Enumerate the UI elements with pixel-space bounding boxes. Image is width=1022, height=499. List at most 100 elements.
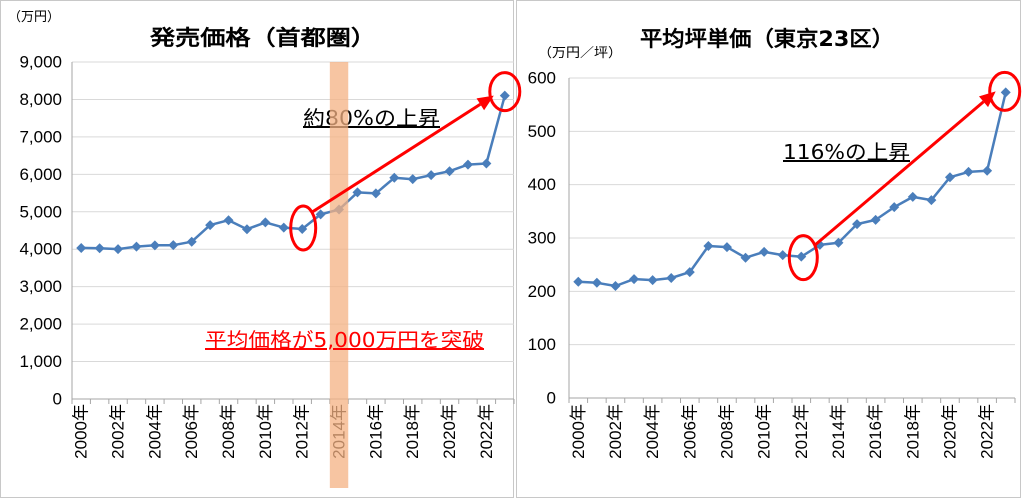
data-point-marker: [205, 220, 216, 231]
x-axis-labels: 2000年2002年2004年2006年2008年2010年2012年2014年…: [72, 404, 496, 459]
x-tick-label: 2022年: [477, 404, 496, 459]
data-point-marker: [481, 158, 492, 169]
y-unit-label: （万円／坪）: [538, 46, 622, 61]
data-point-marker: [684, 267, 695, 278]
x-tick-label: 2004年: [145, 404, 164, 459]
x-tick-label: 2006年: [680, 404, 699, 459]
growth-arrow-shaft: [311, 103, 482, 214]
data-point-marker: [907, 191, 918, 202]
data-point-marker: [278, 222, 289, 233]
x-tick-label: 2002年: [606, 404, 625, 459]
growth-annotation: 116%の上昇: [783, 140, 910, 164]
growth-arrow-shaft: [813, 100, 985, 247]
data-point-marker: [963, 166, 974, 177]
x-tick-label: 2022年: [978, 404, 997, 459]
x-tick-label: 2012年: [293, 404, 312, 459]
growth-markers: [787, 70, 1022, 282]
x-tick-label: 2002年: [109, 404, 128, 459]
data-point-marker: [94, 243, 105, 254]
data-point-marker: [796, 251, 807, 262]
data-point-marker: [370, 188, 381, 199]
gridlines: [569, 77, 1015, 399]
data-point-marker: [610, 281, 621, 291]
data-point-marker: [149, 240, 160, 251]
y-tick-label: 3,000: [19, 277, 62, 296]
x-tick-label: 2000年: [569, 404, 588, 459]
y-tick-label: 500: [528, 122, 556, 141]
y-tick-label: 5,000: [19, 202, 62, 221]
x-tick-label: 2006年: [182, 404, 201, 459]
y-tick-label: 400: [528, 175, 556, 194]
highlight-circle: [289, 204, 318, 252]
x-tick-label: 2012年: [792, 404, 811, 459]
data-point-marker: [703, 241, 714, 251]
x-tick-label: 2016年: [866, 404, 885, 459]
x-axis-labels: 2000年 2002年 2004年 2006年 2008年 2010年 2012年 2014年…: [569, 404, 997, 459]
data-point-marker: [389, 172, 400, 183]
data-point-marker: [889, 202, 900, 213]
data-point-marker: [297, 224, 308, 235]
data-point-marker: [647, 275, 658, 286]
data-point-marker: [260, 217, 271, 228]
x-tick-label: 2020年: [440, 404, 459, 459]
data-point-marker: [499, 90, 510, 101]
y-tick-label: 200: [528, 282, 556, 301]
data-point-marker: [852, 219, 863, 230]
data-point-marker: [113, 244, 124, 255]
data-point-marker: [1000, 87, 1011, 98]
milestone-note: 平均価格が5,000万円を突破: [205, 328, 484, 352]
y-tick-label: 8,000: [19, 90, 62, 109]
series-line: [578, 92, 1007, 288]
data-point-marker: [168, 240, 179, 251]
data-point-marker: [462, 159, 473, 170]
data-point-marker: [444, 166, 455, 177]
chart-title: 平均坪単価（東京23区）: [640, 27, 894, 51]
data-point-marker: [241, 224, 252, 235]
unit-price-chart: （万円／坪） 平均坪単価（東京23区） 0100200300400500600 …: [528, 27, 1022, 459]
y-tick-label: 1,000: [19, 352, 62, 371]
y-tick-label: 6,000: [19, 165, 62, 184]
chart-title: 発売価格（首都圏）: [149, 26, 376, 50]
gridlines: [72, 61, 514, 400]
data-point-marker: [944, 172, 955, 183]
highlight-circle: [988, 70, 1022, 112]
data-point-marker: [131, 241, 142, 252]
series-line: [81, 95, 507, 251]
data-point-marker: [759, 246, 770, 257]
highlight-circle: [488, 71, 522, 113]
x-tick-label: 2010年: [256, 404, 275, 459]
data-point-marker: [926, 195, 937, 206]
x-tick-label: 2014年: [829, 404, 848, 459]
growth-arrow-head: [978, 91, 996, 108]
data-point-marker: [591, 277, 602, 288]
data-point-marker: [982, 165, 993, 176]
x-tick-label: 2004年: [643, 404, 662, 459]
data-point-marker: [573, 276, 584, 287]
y-tick-label: 9,000: [19, 53, 62, 72]
highlight-band-layer: [329, 62, 349, 488]
growth-markers: [289, 71, 522, 252]
y-tick-label: 300: [528, 229, 556, 248]
x-tick-label: 2000年: [72, 404, 91, 459]
highlight-circle: [787, 234, 819, 282]
price-series: [76, 90, 510, 255]
y-tick-label: 0: [547, 389, 556, 408]
y-tick-label: 0: [53, 390, 62, 409]
data-point-marker: [223, 215, 234, 226]
data-point-marker: [666, 273, 677, 283]
data-point-marker: [740, 252, 751, 263]
x-tick-label: 2008年: [717, 404, 736, 459]
data-point-marker: [407, 174, 418, 185]
y-tick-label: 4,000: [19, 240, 62, 259]
y-unit-label: （万円）: [8, 10, 60, 25]
x-tick-label: 2010年: [755, 404, 774, 459]
data-point-marker: [76, 242, 87, 253]
highlight-band: [329, 62, 349, 488]
axes: 0 1,000 2,000 3,000 4,000 5,000 6,000 7,000 8,00…: [19, 53, 515, 409]
x-tick-label: 2008年: [219, 404, 238, 459]
y-tick-label: 2,000: [19, 315, 62, 334]
price-chart: （万円） 発売価格（首都圏） 0 1,000 2,000 3,000 4,000 5,00…: [8, 10, 522, 488]
data-point-marker: [777, 250, 788, 261]
y-tick-label: 7,000: [19, 127, 62, 146]
